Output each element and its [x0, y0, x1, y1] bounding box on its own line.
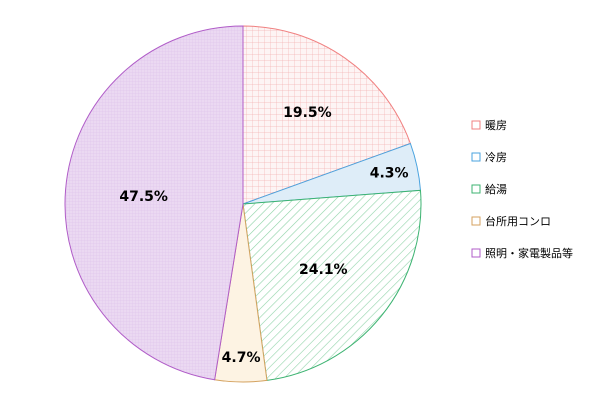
data-label-5: 47.5% — [119, 189, 168, 205]
legend-label-1: 暖房 — [485, 119, 507, 132]
legend-label-2: 冷房 — [485, 151, 507, 164]
legend-swatch-5 — [471, 248, 481, 258]
legend-swatch-4 — [471, 216, 481, 226]
pie-slice-1 — [242, 25, 412, 205]
legend-label-4: 台所用コンロ — [485, 214, 551, 228]
data-label-4: 4.7% — [222, 350, 261, 366]
legend-label-5: 照明・家電製品等 — [485, 246, 573, 260]
pie-slice-3 — [242, 189, 422, 381]
pie-slice-5 — [64, 25, 244, 381]
pie-slices — [64, 25, 422, 383]
legend-swatch-3 — [471, 184, 481, 194]
legend-swatch-2 — [471, 152, 481, 162]
data-label-2: 4.3% — [370, 166, 409, 182]
data-label-3: 24.1% — [299, 262, 348, 278]
data-label-1: 19.5% — [283, 105, 332, 121]
pie-labels: 19.5% 4.3% 24.1% 4.7% 47.5% — [119, 105, 408, 366]
legend-swatch-1 — [471, 120, 481, 130]
legend-label-3: 給湯 — [485, 182, 507, 196]
